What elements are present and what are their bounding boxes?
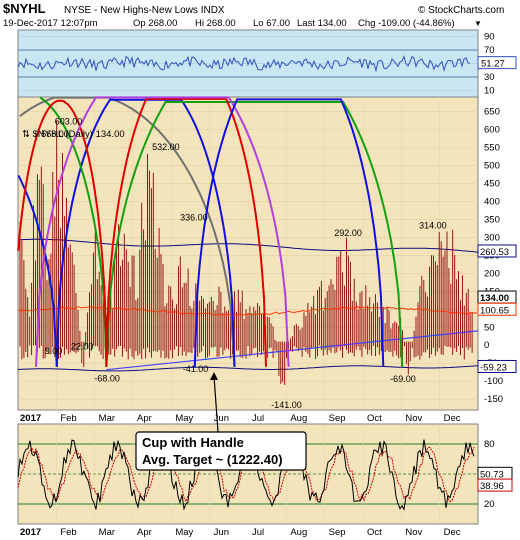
cycle-arc-green-2: [105, 101, 404, 367]
lower-tick-80: 80: [484, 439, 495, 450]
rsi-last-label: 51.27: [481, 59, 505, 70]
main-tick-550: 550: [484, 142, 500, 153]
main-tick-600: 600: [484, 124, 500, 135]
main-tick--150: -150: [484, 394, 503, 405]
cycle-arc-red-1: [17, 99, 108, 367]
lower-last-label: 50.73: [480, 469, 504, 480]
upper-envelope: [17, 238, 479, 253]
main-month-May: May: [175, 413, 193, 424]
change-down-icon: ▼: [474, 19, 482, 28]
main-month-Jun: Jun: [214, 413, 229, 424]
annotation-label: 336.00: [180, 212, 208, 222]
watermark: © StockCharts.com: [418, 5, 504, 16]
main-year-label: 2017: [20, 413, 41, 424]
lower-month-Jun: Jun: [214, 527, 229, 538]
main-month-Nov: Nov: [405, 413, 422, 424]
rsi-tick-30: 30: [484, 72, 495, 83]
ma-value-label: 100.65: [480, 305, 509, 316]
annotation-label: -41.00: [183, 364, 209, 374]
rsi-tick-90: 90: [484, 32, 495, 43]
lower-last-label: 38.96: [480, 481, 504, 492]
main-month-Aug: Aug: [290, 413, 307, 424]
lower-layer: 805020FebMarAprMayJunJulAugSepOctNovDec2…: [17, 424, 513, 538]
upper-envelope-label: 260.53: [480, 247, 509, 258]
main-tick--100: -100: [484, 376, 503, 387]
lower-month-Nov: Nov: [405, 527, 422, 538]
annotation-label: 314.00: [419, 220, 447, 230]
main-tick-50: 50: [484, 322, 495, 333]
main-month-Dec: Dec: [444, 413, 461, 424]
main-tick-350: 350: [484, 214, 500, 225]
annotation-label: 9.00: [45, 346, 63, 356]
main-tick-650: 650: [484, 106, 500, 117]
main-layer: 650600550500450400350300250200150100500-…: [17, 96, 517, 424]
last-value: Last 134.00: [297, 18, 347, 29]
main-legend: ⇅ $NYHL (Daily) 134.00: [22, 129, 125, 140]
rsi-last-box: [477, 56, 517, 70]
annotation-label: 22.00: [71, 341, 94, 351]
main-tick-0: 0: [484, 340, 489, 351]
chart-subtitle: NYSE - New Highs-New Lows INDX: [64, 5, 225, 16]
main-month-Oct: Oct: [367, 413, 382, 424]
main-tick-500: 500: [484, 160, 500, 171]
ma-value-label-box: [477, 302, 517, 316]
support-trendline: [106, 330, 479, 371]
callout-pointer-head: [210, 372, 218, 380]
main-month-Jul: Jul: [252, 413, 264, 424]
lower-month-May: May: [175, 527, 193, 538]
lower-month-Oct: Oct: [367, 527, 382, 538]
high-value: Hi 268.00: [195, 18, 236, 29]
annotation-label: 532.00: [152, 142, 180, 152]
lower-month-Sep: Sep: [329, 527, 346, 538]
cycle-arc-red-2: [105, 97, 267, 367]
rsi-layer: 907050301051.27: [17, 32, 517, 96]
cycle-arc-violet: [35, 96, 290, 367]
main-month-Feb: Feb: [60, 413, 76, 424]
main-tick-300: 300: [484, 232, 500, 243]
rsi-tick-70: 70: [484, 45, 495, 56]
main-tick-450: 450: [484, 178, 500, 189]
cycle-arc-green-1: [39, 96, 108, 367]
lower-envelope-label-box: [477, 359, 517, 373]
main-tick-400: 400: [484, 196, 500, 207]
callout-line-1: Cup with Handle: [142, 435, 244, 450]
low-value: Lo 67.00: [253, 18, 290, 29]
lower-month-Aug: Aug: [290, 527, 307, 538]
annotation-label: 292.00: [334, 228, 362, 238]
annotation-label: 603.00: [55, 116, 83, 126]
annotation-label: -69.00: [390, 374, 416, 384]
lower-month-Apr: Apr: [137, 527, 152, 538]
date-stamp: 19-Dec-2017 12:07pm: [3, 18, 98, 29]
lower-month-Feb: Feb: [60, 527, 76, 538]
moving-average: [17, 306, 478, 316]
main-month-Apr: Apr: [137, 413, 152, 424]
callout-pointer: [213, 375, 219, 433]
rsi-line: [17, 55, 471, 73]
annotation-label: -141.00: [271, 400, 302, 410]
callout-line-2: Avg. Target ~ (1222.40): [142, 452, 283, 467]
change-value: Chg -109.00 (-44.86%): [358, 18, 455, 29]
lower-year-label: 2017: [20, 527, 41, 538]
last-price-label: 134.00: [480, 293, 509, 304]
lower-envelope: [17, 365, 479, 372]
cycle-arc-blue-3: [193, 98, 385, 367]
annotation-label: -68.00: [94, 374, 120, 384]
lower-tick-20: 20: [484, 499, 495, 510]
annotation-label: 568.00: [41, 129, 69, 139]
callout-box: [135, 431, 307, 471]
lower-last-box: [477, 478, 513, 492]
lower-envelope-label: -59.23: [480, 362, 507, 373]
lower-month-Jul: Jul: [252, 527, 264, 538]
open-value: Op 268.00: [133, 18, 177, 29]
lower-month-Dec: Dec: [444, 527, 461, 538]
chart-title: $NYHL: [3, 1, 46, 16]
main-month-Mar: Mar: [99, 413, 115, 424]
main-month-Sep: Sep: [329, 413, 346, 424]
lower-month-Mar: Mar: [99, 527, 115, 538]
rsi-tick-10: 10: [484, 85, 495, 96]
upper-envelope-label-box: [477, 244, 517, 258]
main-tick-200: 200: [484, 268, 500, 279]
